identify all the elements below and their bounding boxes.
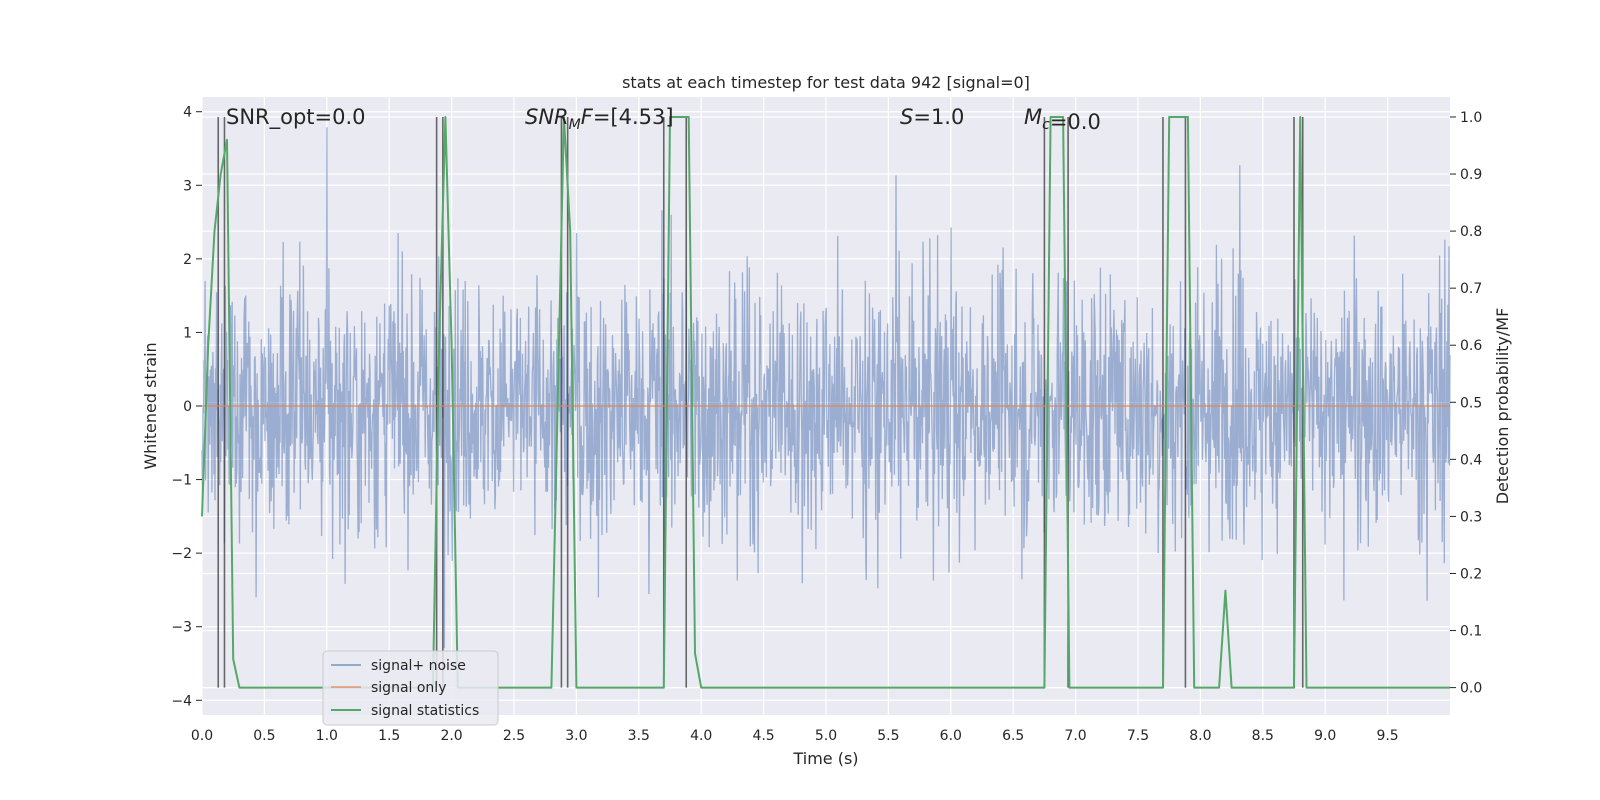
chart-title: stats at each timestep for test data 942…	[622, 73, 1030, 92]
annotation-suffix: =0.0	[315, 105, 366, 129]
x-tick-label: 0.5	[253, 728, 275, 744]
x-tick-label: 0.0	[191, 728, 213, 744]
series-signal-noise	[201, 127, 1451, 649]
legend: signal+ noise signal only signal statist…	[322, 650, 499, 726]
annotation-mc-value: Mc=0.0	[1024, 105, 1101, 134]
x-tick-label: 8.0	[1189, 728, 1211, 744]
y-tick-label: 4	[183, 105, 192, 121]
x-tick-label: 6.5	[1002, 728, 1024, 744]
y-axis-ticks-left: 4 3 2 1 0 −1 −2 −3 −4	[171, 105, 202, 709]
y-tick-label: −2	[171, 546, 192, 562]
x-tick-label: 2.5	[503, 728, 525, 744]
y-tick-label: 3	[183, 178, 192, 194]
annotation-suffix: =0.0	[1050, 110, 1101, 134]
y-axis-ticks-right: 1.0 0.9 0.8 0.7 0.6 0.5 0.4 0.3 0.2 0.1 0.0	[1450, 110, 1482, 697]
x-tick-label: 6.0	[940, 728, 962, 744]
annotation-s-value: S=1.0	[900, 105, 964, 129]
legend-box	[322, 650, 499, 726]
y2-tick-label: 0.4	[1460, 452, 1482, 468]
y2-tick-label: 0.9	[1460, 167, 1482, 183]
x-axis-label: Time (s)	[792, 749, 858, 768]
y2-tick-label: 0.7	[1460, 281, 1482, 297]
legend-label-statistics: signal statistics	[371, 703, 479, 719]
x-tick-label: 3.5	[628, 728, 650, 744]
annotation-prefix: M	[1024, 105, 1042, 129]
y2-tick-label: 0.6	[1460, 338, 1482, 354]
y2-tick-label: 0.0	[1460, 681, 1482, 697]
annotation-subscript: M	[569, 117, 581, 133]
y2-tick-label: 1.0	[1460, 110, 1482, 126]
y2-tick-label: 0.8	[1460, 224, 1482, 240]
y-tick-label: −3	[171, 620, 192, 636]
legend-label-noise: signal+ noise	[371, 658, 466, 674]
annotation-subscript: c	[1042, 117, 1050, 133]
annotation-suffix: =[4.53]	[593, 105, 674, 129]
y2-tick-label: 0.5	[1460, 395, 1482, 411]
x-tick-label: 8.5	[1252, 728, 1274, 744]
annotation-snr-mf: SNRMF=[4.53]	[525, 105, 674, 133]
annotation-prefix: SNR_opt	[226, 105, 315, 130]
x-tick-label: 5.0	[815, 728, 837, 744]
annotation-suffix: =1.0	[913, 105, 964, 129]
x-tick-label: 9.5	[1376, 728, 1398, 744]
legend-label-signal-only: signal only	[371, 680, 446, 696]
y-tick-label: −4	[171, 693, 192, 709]
x-tick-label: 7.5	[1127, 728, 1149, 744]
x-tick-label: 7.0	[1064, 728, 1086, 744]
y-axis-label-left: Whitened strain	[141, 342, 160, 469]
x-axis-ticks: 0.0 0.5 1.0 1.5 2.0 2.5 3.0 3.5 4.0 4.5 5.0 5.5 6.0 6…	[191, 728, 1399, 744]
x-tick-label: 2.0	[440, 728, 462, 744]
y2-tick-label: 0.1	[1460, 624, 1482, 640]
x-tick-label: 4.5	[752, 728, 774, 744]
y-tick-label: −1	[171, 473, 192, 489]
annotations: SNR_opt=0.0 SNRMF=[4.53] S=1.0 Mc=0.0	[226, 105, 1101, 134]
x-tick-label: 3.0	[565, 728, 587, 744]
x-tick-label: 5.5	[877, 728, 899, 744]
y-tick-label: 1	[183, 325, 192, 341]
y-axis-label-right: Detection probability/MF	[1493, 308, 1512, 505]
x-tick-label: 4.0	[690, 728, 712, 744]
annotation-prefix: S	[900, 105, 913, 129]
y2-tick-label: 0.2	[1460, 566, 1482, 582]
y-tick-label: 0	[183, 399, 192, 415]
y2-tick-label: 0.3	[1460, 509, 1482, 525]
annotation-prefix: SNR	[525, 105, 569, 129]
y-tick-label: 2	[183, 252, 192, 268]
annotation-tail: F	[581, 105, 594, 129]
noise-line	[201, 127, 1451, 649]
x-tick-label: 1.5	[378, 728, 400, 744]
annotation-snr-opt: SNR_opt=0.0	[226, 105, 366, 130]
x-tick-label: 1.0	[316, 728, 338, 744]
x-tick-label: 9.0	[1314, 728, 1336, 744]
